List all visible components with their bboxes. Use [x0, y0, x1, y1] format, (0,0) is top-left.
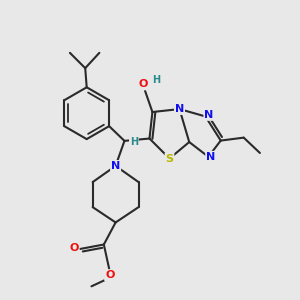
Text: O: O — [69, 243, 79, 253]
Text: N: N — [206, 152, 215, 162]
Text: H: H — [152, 75, 160, 85]
Text: N: N — [175, 104, 184, 114]
Text: O: O — [139, 79, 148, 89]
Text: H: H — [130, 137, 138, 147]
Text: N: N — [111, 161, 120, 171]
Text: O: O — [105, 270, 114, 280]
Text: N: N — [204, 110, 214, 120]
Text: S: S — [166, 154, 173, 164]
